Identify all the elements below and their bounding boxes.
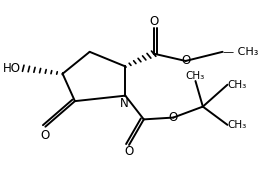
Text: O: O bbox=[41, 129, 50, 142]
Text: — CH₃: — CH₃ bbox=[223, 47, 258, 57]
Text: O: O bbox=[124, 145, 134, 158]
Text: O: O bbox=[149, 15, 158, 28]
Text: CH₃: CH₃ bbox=[228, 80, 247, 90]
Text: HO: HO bbox=[3, 62, 21, 75]
Text: CH₃: CH₃ bbox=[186, 71, 205, 81]
Text: O: O bbox=[181, 54, 190, 68]
Text: CH₃: CH₃ bbox=[228, 120, 247, 130]
Text: O: O bbox=[169, 111, 178, 124]
Text: N: N bbox=[120, 97, 129, 109]
